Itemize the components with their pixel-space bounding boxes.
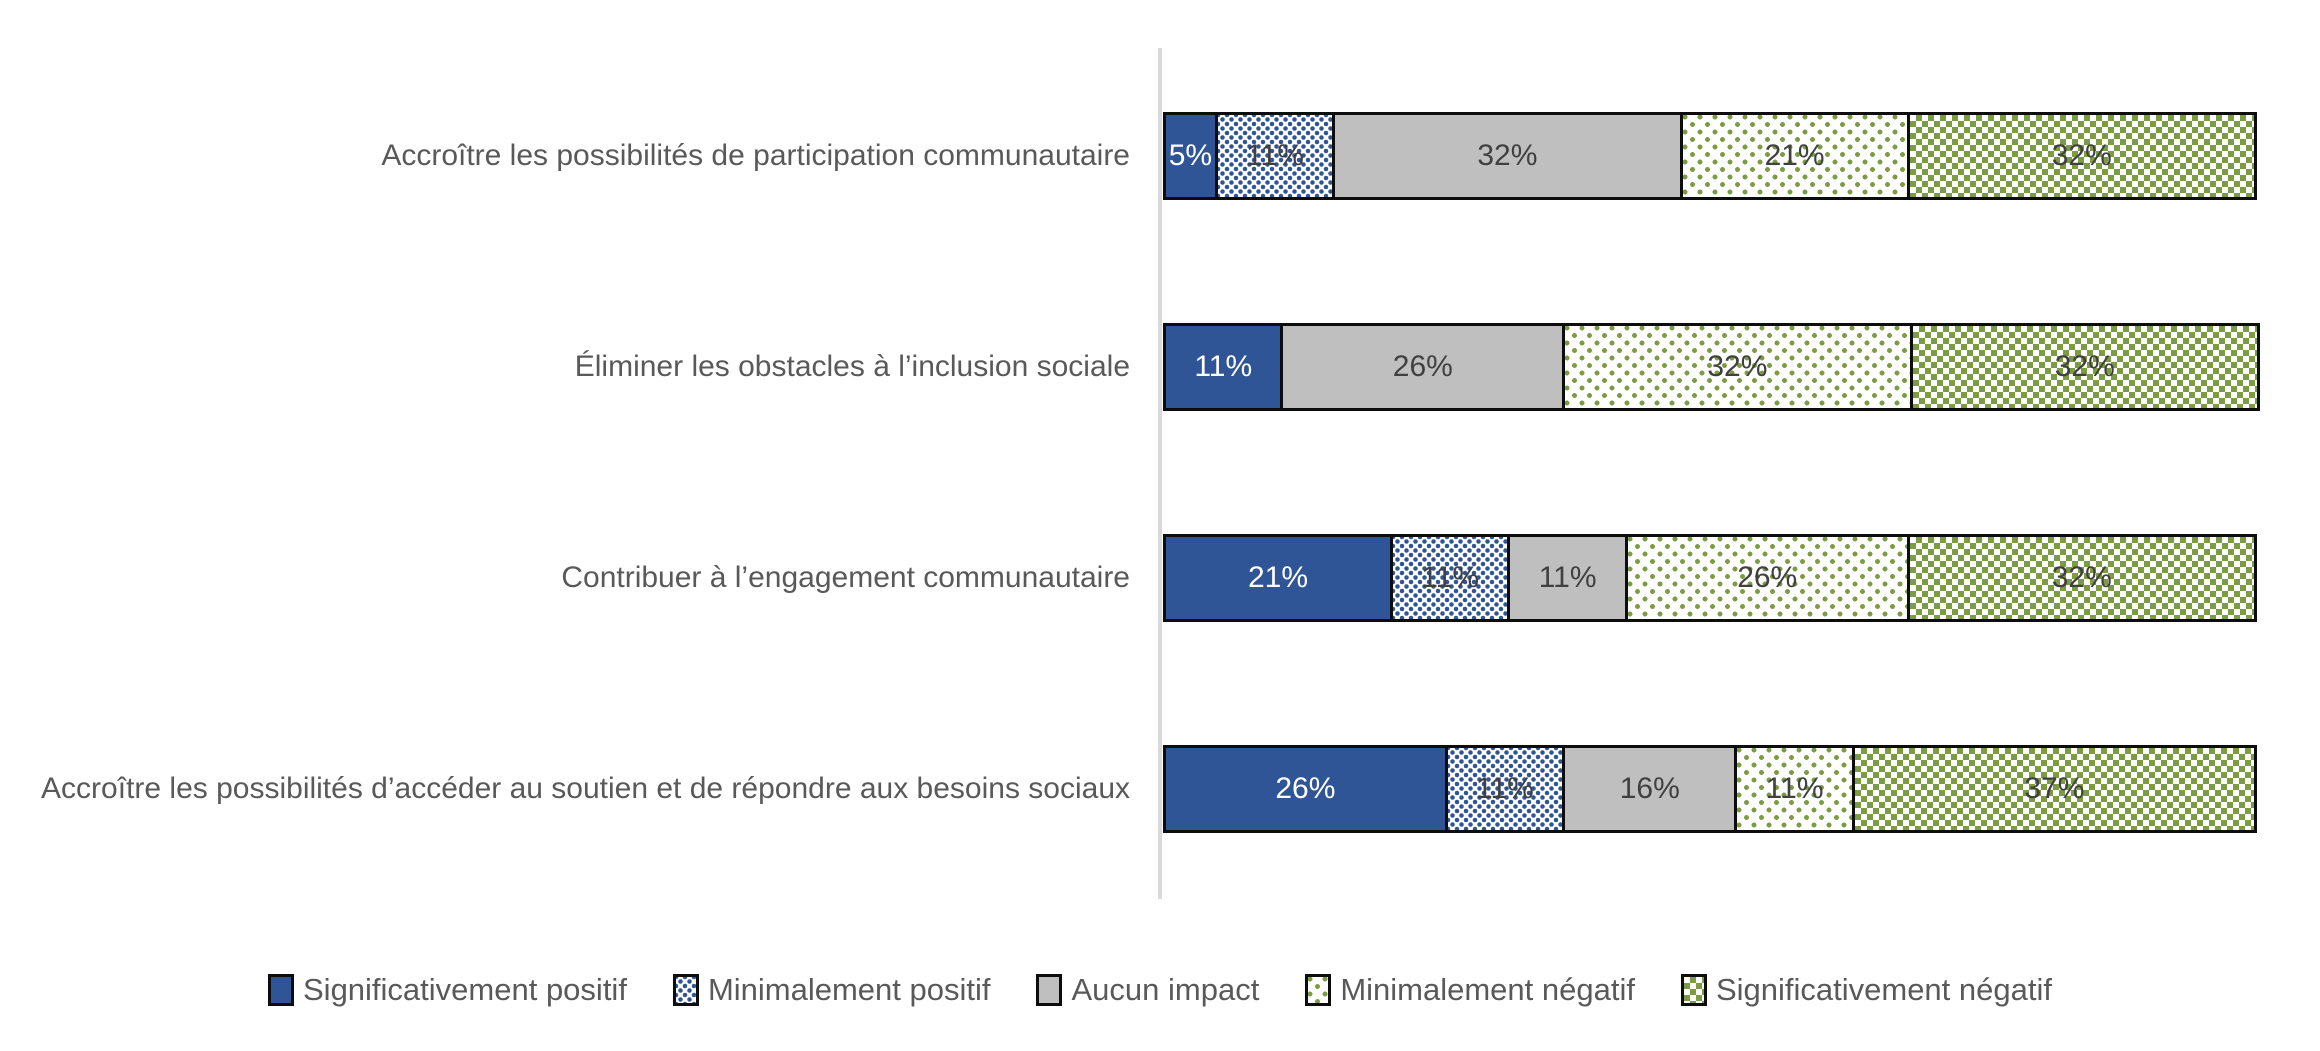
data-label: 21% <box>1247 561 1308 594</box>
bar-segment-blue-dots: 11% <box>1389 534 1511 622</box>
legend-item: Significativement positif <box>268 972 627 1008</box>
category-label: Accroître les possibilités de participat… <box>28 112 1130 200</box>
bar-segment-solid-gray: 16% <box>1562 745 1738 833</box>
category-label: Contribuer à l’engagement communautaire <box>28 534 1130 622</box>
bar-segment-green-checker: 37% <box>1851 745 2257 833</box>
data-label: 11% <box>1194 350 1253 383</box>
bar-track: 11% 26% 32% 32% <box>1163 323 2269 411</box>
data-label: 11% <box>1476 772 1534 805</box>
bar-segment-solid-blue: 21% <box>1163 534 1393 622</box>
legend-item: Aucun impact <box>1036 972 1259 1008</box>
data-label: 37% <box>2024 772 2085 805</box>
category-label-text: Éliminer les obstacles à l’inclusion soc… <box>574 350 1130 383</box>
bar-row: Éliminer les obstacles à l’inclusion soc… <box>0 323 2320 411</box>
bar-segment-solid-blue: 5% <box>1163 112 1218 200</box>
bar-segment-green-sparse-dots: 21% <box>1679 112 1910 200</box>
data-label: 26% <box>1737 561 1798 594</box>
data-label: 32% <box>2051 139 2112 172</box>
legend-label: Minimalement négatif <box>1340 972 1635 1007</box>
data-label: 11% <box>1538 561 1597 594</box>
bar-segment-green-sparse-dots: 32% <box>1562 323 1913 411</box>
legend-item: Significativement négatif <box>1680 972 2052 1008</box>
bar-track: 21% 11% 11% 26% 32% <box>1163 534 2269 622</box>
bar-segment-green-checker: 32% <box>1909 323 2260 411</box>
data-label: 32% <box>1707 350 1768 383</box>
data-label: 16% <box>1619 772 1680 805</box>
bar-row: Contribuer à l’engagement communautaire 2… <box>0 534 2320 622</box>
bar-segment-green-checker: 32% <box>1906 112 2257 200</box>
data-label: 11% <box>1765 772 1824 805</box>
bar-segment-green-sparse-dots: 26% <box>1624 534 1910 622</box>
legend-item: Minimalement négatif <box>1305 972 1635 1008</box>
stacked-bar-chart: Accroître les possibilités de participat… <box>0 48 2320 899</box>
legend-swatch-solid-gray <box>1036 974 1063 1006</box>
bar-track: 5% 11% 32% 21% 32% <box>1163 112 2269 200</box>
bar-row: Accroître les possibilités d’accéder au … <box>0 745 2320 833</box>
category-label-text: Contribuer à l’engagement communautaire <box>561 561 1130 594</box>
legend-label: Significativement positif <box>303 972 627 1007</box>
bar-row: Accroître les possibilités de participat… <box>0 112 2320 200</box>
legend-label: Significativement négatif <box>1715 972 2052 1007</box>
legend-label: Minimalement positif <box>707 972 991 1007</box>
category-label-text: Accroître les possibilités de participat… <box>381 139 1130 172</box>
bar-segment-solid-blue: 26% <box>1163 745 1448 833</box>
legend-swatch-solid-blue <box>268 974 294 1006</box>
bar-track: 26% 11% 16% 11% 37% <box>1163 745 2269 833</box>
bar-segment-green-sparse-dots: 11% <box>1734 745 1855 833</box>
data-label: 11% <box>1246 139 1304 172</box>
data-label: 5% <box>1168 139 1213 172</box>
data-label: 32% <box>2054 350 2115 383</box>
legend-swatch-green-sparse-dots <box>1305 974 1332 1006</box>
bar-segment-solid-gray: 32% <box>1332 112 1683 200</box>
chart-legend: Significativement positif Minimalement po… <box>0 948 2320 1032</box>
legend-swatch-green-checker <box>1680 974 1707 1006</box>
bar-segment-solid-blue: 11% <box>1163 323 1284 411</box>
bar-segment-blue-dots: 11% <box>1214 112 1336 200</box>
data-label: 21% <box>1764 139 1825 172</box>
data-label: 32% <box>2051 561 2112 594</box>
legend-item: Minimalement positif <box>672 972 991 1008</box>
bar-segment-green-checker: 32% <box>1906 534 2257 622</box>
bar-segment-blue-dots: 11% <box>1444 745 1566 833</box>
legend-label: Aucun impact <box>1071 972 1260 1007</box>
category-label-text: Accroître les possibilités d’accéder au … <box>41 772 1130 805</box>
data-label: 11% <box>1421 561 1480 594</box>
vertical-axis-line <box>1158 48 1162 899</box>
bar-segment-solid-gray: 26% <box>1280 323 1566 411</box>
category-label: Accroître les possibilités d’accéder au … <box>28 745 1130 833</box>
data-label: 26% <box>1392 350 1453 383</box>
bar-segment-solid-gray: 11% <box>1507 534 1628 622</box>
data-label: 32% <box>1477 139 1538 172</box>
data-label: 26% <box>1275 772 1336 805</box>
legend-swatch-blue-dots <box>672 974 699 1006</box>
category-label: Éliminer les obstacles à l’inclusion soc… <box>28 323 1130 411</box>
